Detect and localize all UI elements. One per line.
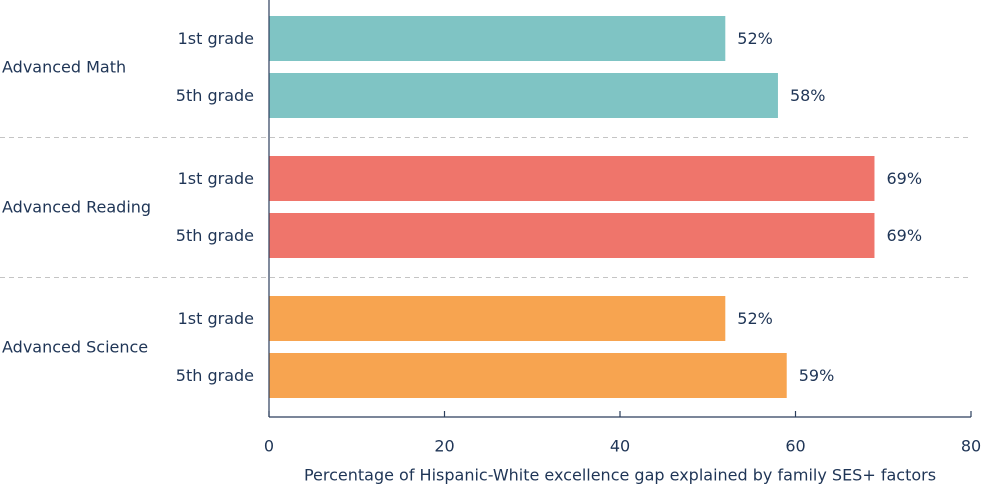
category-label: 1st grade [178,309,254,328]
bar [269,213,875,258]
bar [269,16,726,61]
value-label: 58% [790,86,826,105]
value-label: 69% [886,226,922,245]
x-tick-label: 80 [961,437,981,456]
group-label: Advanced Math [2,58,126,77]
bar [269,156,875,201]
x-axis-label: Percentage of Hispanic-White excellence … [304,466,936,485]
category-label: 5th grade [176,86,254,105]
value-label: 69% [886,169,922,188]
value-label: 52% [737,309,773,328]
x-tick-label: 60 [785,437,805,456]
x-tick-label: 40 [610,437,630,456]
category-label: 1st grade [178,169,254,188]
category-label: 5th grade [176,226,254,245]
bar [269,353,787,398]
group-label: Advanced Reading [2,198,151,217]
value-label: 59% [799,366,835,385]
value-label: 52% [737,29,773,48]
group-label: Advanced Science [2,338,148,357]
category-label: 1st grade [178,29,254,48]
bar [269,296,726,341]
x-tick-label: 20 [434,437,454,456]
bar [269,73,778,118]
x-tick-label: 0 [264,437,274,456]
category-label: 5th grade [176,366,254,385]
